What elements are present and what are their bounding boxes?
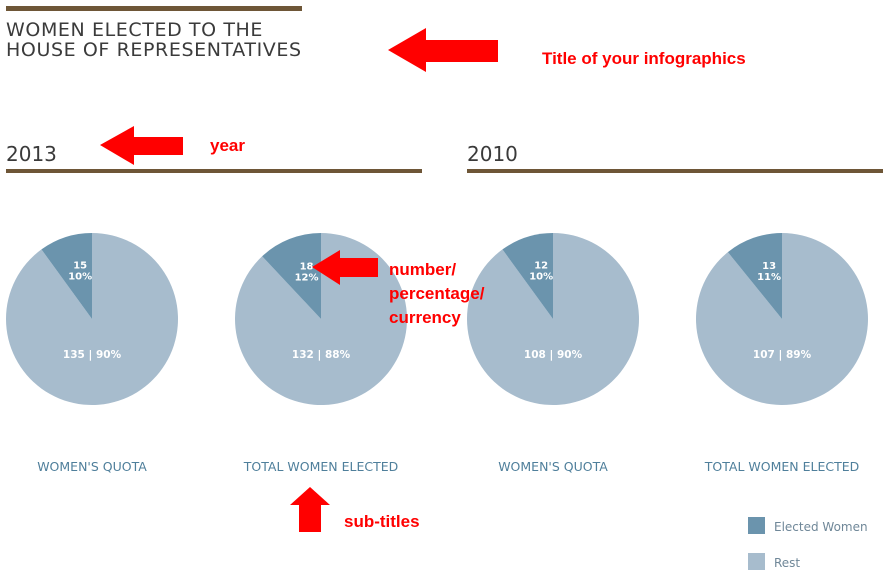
pie-1-subtitle: TOTAL WOMEN ELECTED [243,459,398,474]
title-rule [6,6,302,11]
pie-0-slice-rest [6,233,179,405]
legend-label-elected: Elected Women [774,520,868,534]
number-annotation-line-1: number/ [389,260,456,279]
pie-0-elected-percent: 10% [68,271,92,282]
subtitle-arrow [290,487,330,532]
pie-1-slice-elected [262,233,321,319]
number-annotation-line-2: percentage/ [389,284,485,303]
page-title-line-2: HOUSE OF REPRESENTATIVES [6,39,302,61]
page-title-line-1: WOMEN ELECTED TO THE [6,19,263,41]
pie-2-elected-percent: 10% [529,271,553,282]
pie-1-elected-count: 18 [300,261,314,272]
subtitle-annotation: sub-titles [344,512,420,531]
legend-swatch-elected [748,517,765,534]
pie-1-rest-label: 132 | 88% [292,349,351,361]
pie-3-slice-elected [727,233,782,319]
pie-0-rest-label: 135 | 90% [63,349,122,361]
year-2013: 2013 [6,142,57,166]
pie-3-elected-count: 13 [762,261,776,272]
year-arrow [100,126,183,165]
pie-1-elected-percent: 12% [295,272,319,283]
title-annotation: Title of your infographics [542,49,746,68]
pie-3-elected-percent: 11% [757,272,781,283]
pie-2-subtitle: WOMEN'S QUOTA [498,459,608,474]
title-arrow [388,28,498,72]
year-2010: 2010 [467,142,518,166]
year-rule-2010 [467,169,883,173]
year-rule-2013 [6,169,422,173]
pie-2-slice-elected [502,233,553,319]
legend-swatch-rest [748,553,765,570]
pie-2-elected-count: 12 [534,260,548,271]
pie-3-rest-label: 107 | 89% [753,349,812,361]
pie-0-slice-elected [41,233,92,319]
pie-2-rest-label: 108 | 90% [524,349,583,361]
legend-label-rest: Rest [774,556,800,570]
year-annotation: year [210,136,245,155]
pie-0-subtitle: WOMEN'S QUOTA [37,459,147,474]
number-annotation-line-3: currency [389,308,461,327]
pie-0-elected-count: 15 [73,260,87,271]
pie-3-subtitle: TOTAL WOMEN ELECTED [704,459,859,474]
number-arrow [312,250,378,285]
